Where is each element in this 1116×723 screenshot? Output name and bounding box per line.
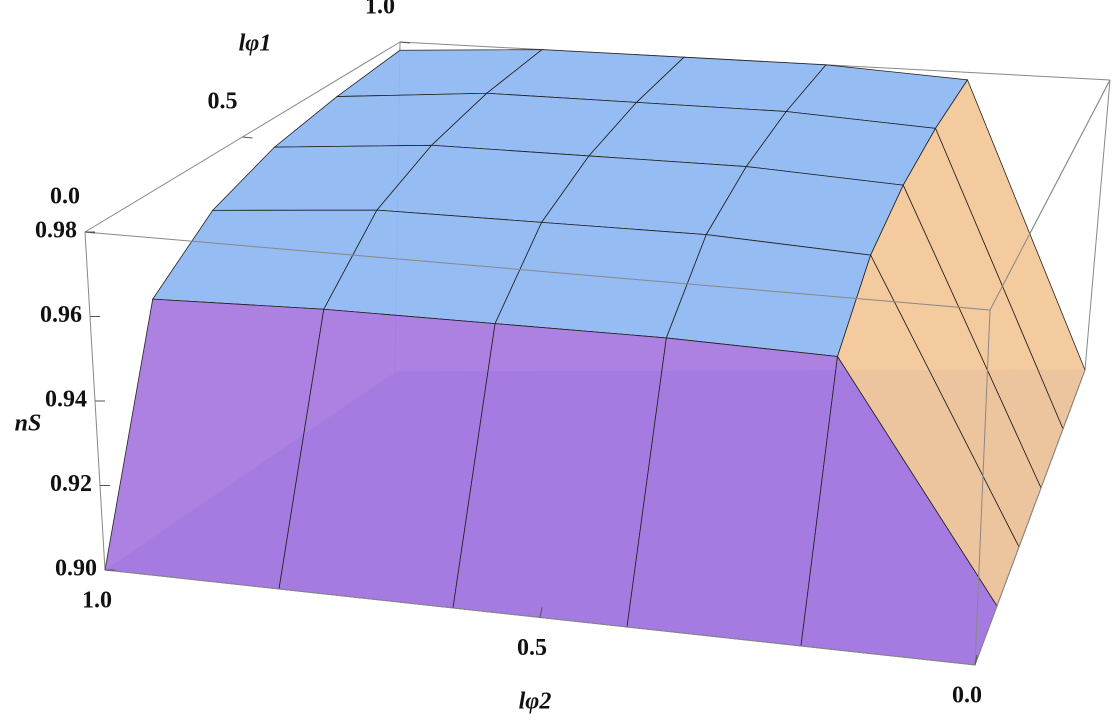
z-tick-label: 0.98 — [35, 218, 77, 244]
y-tick-label: 0.5 — [208, 89, 238, 115]
box-edge — [974, 309, 991, 666]
x-tick-label: 0.0 — [952, 683, 982, 709]
z-tick-label: 0.96 — [40, 302, 82, 328]
x-tick — [104, 559, 108, 571]
box-edge — [989, 79, 1111, 311]
box-edge — [974, 369, 1086, 666]
z-tick-label: 0.92 — [50, 471, 92, 497]
z-axis-label: nS — [15, 411, 42, 437]
y-axis-label: lφ1 — [239, 31, 272, 57]
x-tick — [539, 607, 543, 618]
y-tick-label: 1.0 — [365, 0, 395, 20]
x-axis-label: lφ2 — [519, 689, 552, 715]
y-tick — [399, 41, 411, 44]
x-tick-label: 1.0 — [82, 588, 112, 614]
z-tick-label: 0.90 — [55, 556, 97, 582]
box-edge — [1084, 79, 1111, 371]
y-tick — [242, 136, 253, 139]
x-tick-label: 0.5 — [517, 635, 547, 661]
y-tick-label: 0.0 — [50, 184, 80, 210]
x-tick — [974, 654, 978, 666]
z-tick-label: 0.94 — [45, 387, 87, 413]
y-tick — [84, 231, 96, 234]
box-edge — [84, 231, 991, 311]
